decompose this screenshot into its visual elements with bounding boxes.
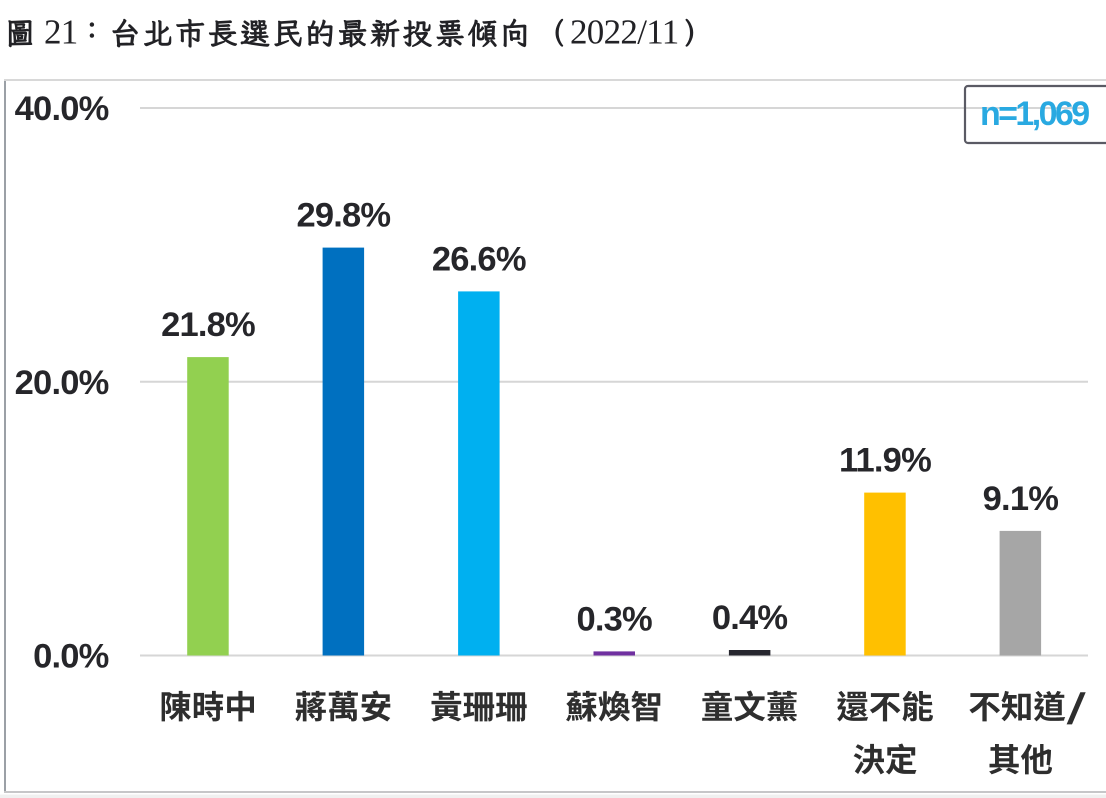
svg-text:0.0%: 0.0% [33, 638, 109, 676]
svg-text:20.0%: 20.0% [15, 364, 109, 402]
svg-text:29.8%: 29.8% [296, 197, 390, 235]
svg-text:26.6%: 26.6% [432, 240, 526, 278]
svg-text:40.0%: 40.0% [15, 90, 109, 128]
svg-text:0.4%: 0.4% [712, 599, 788, 637]
svg-text:2022/11: 2022/11 [570, 13, 679, 52]
svg-text:21: 21 [44, 13, 78, 52]
svg-text:21.8%: 21.8% [161, 306, 255, 344]
svg-text:0.3%: 0.3% [576, 600, 652, 638]
svg-text:n=1,069: n=1,069 [980, 95, 1089, 133]
svg-text:9.1%: 9.1% [983, 480, 1059, 518]
svg-text:11.9%: 11.9% [839, 442, 931, 480]
